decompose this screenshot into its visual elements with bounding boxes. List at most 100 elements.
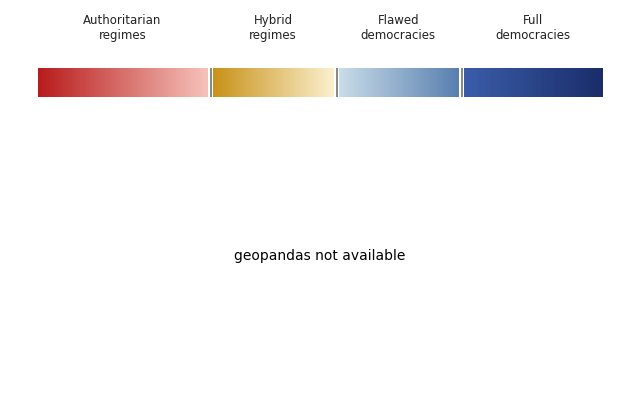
Text: Flawed
democracies: Flawed democracies (361, 14, 436, 42)
Bar (145, 68, 149, 97)
Bar (476, 68, 479, 97)
Bar (531, 68, 534, 97)
Bar (162, 68, 166, 97)
Bar (263, 68, 266, 97)
Text: Authoritarian
regimes: Authoritarian regimes (83, 14, 162, 42)
Bar (570, 68, 573, 97)
Bar (336, 68, 337, 97)
Bar (173, 68, 177, 97)
Bar (170, 68, 175, 97)
Bar (461, 68, 463, 97)
Bar (561, 68, 564, 97)
Bar (547, 68, 550, 97)
Bar (190, 68, 195, 97)
Bar (446, 68, 449, 97)
Bar (545, 68, 548, 97)
Bar (323, 68, 326, 97)
Bar (136, 68, 141, 97)
Bar (436, 68, 440, 97)
Bar (265, 68, 268, 97)
Bar (575, 68, 578, 97)
Bar (499, 68, 502, 97)
Bar (176, 68, 180, 97)
Bar (271, 68, 274, 97)
Bar (361, 68, 364, 97)
Bar (168, 68, 172, 97)
Bar (490, 68, 493, 97)
Bar (281, 68, 284, 97)
Bar (556, 68, 560, 97)
Bar (410, 68, 413, 97)
Bar (358, 68, 362, 97)
Bar (253, 68, 257, 97)
Bar (156, 68, 161, 97)
Bar (221, 68, 225, 97)
Bar (198, 68, 203, 97)
Bar (372, 68, 376, 97)
Bar (97, 68, 101, 97)
Bar (125, 68, 129, 97)
Bar (231, 68, 234, 97)
Bar (529, 68, 532, 97)
Bar (315, 68, 318, 97)
Bar (536, 68, 539, 97)
Bar (347, 68, 350, 97)
Bar (243, 68, 246, 97)
Bar (414, 68, 417, 97)
Bar (313, 68, 316, 97)
Bar (416, 68, 419, 97)
Bar (591, 68, 595, 97)
Bar (196, 68, 200, 97)
Bar (38, 68, 42, 97)
Bar (114, 68, 118, 97)
Bar (285, 68, 288, 97)
Bar (326, 68, 330, 97)
Bar (148, 68, 152, 97)
Bar (510, 68, 514, 97)
Bar (501, 68, 504, 97)
Bar (229, 68, 232, 97)
Bar (552, 68, 555, 97)
Bar (49, 68, 53, 97)
Bar (120, 68, 124, 97)
Bar (297, 68, 300, 97)
Bar (293, 68, 296, 97)
Bar (100, 68, 104, 97)
Bar (324, 68, 328, 97)
Bar (247, 68, 250, 97)
Bar (339, 68, 342, 97)
Bar (179, 68, 183, 97)
Bar (430, 68, 433, 97)
Bar (450, 68, 453, 97)
Bar (376, 68, 380, 97)
Bar (467, 68, 470, 97)
Bar (374, 68, 378, 97)
Bar (454, 68, 457, 97)
Bar (328, 68, 332, 97)
Bar (481, 68, 484, 97)
Bar (259, 68, 262, 97)
Bar (54, 68, 59, 97)
Bar (216, 68, 219, 97)
Bar (387, 68, 390, 97)
Bar (471, 68, 475, 97)
Bar (283, 68, 286, 97)
Bar (369, 68, 372, 97)
Bar (111, 68, 115, 97)
Bar (66, 68, 70, 97)
Bar (319, 68, 322, 97)
Bar (345, 68, 348, 97)
Bar (227, 68, 230, 97)
Bar (63, 68, 67, 97)
Bar (128, 68, 132, 97)
Bar (77, 68, 81, 97)
Bar (508, 68, 511, 97)
Bar (299, 68, 302, 97)
Bar (188, 68, 191, 97)
Bar (69, 68, 73, 97)
Bar (396, 68, 399, 97)
Bar (524, 68, 527, 97)
Bar (301, 68, 304, 97)
Bar (269, 68, 272, 97)
Bar (385, 68, 388, 97)
